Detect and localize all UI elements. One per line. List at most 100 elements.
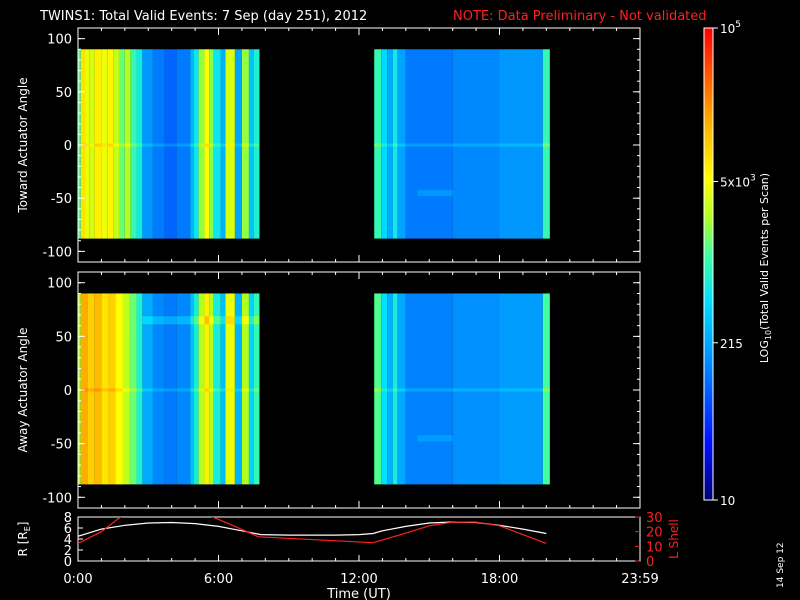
heatmap-feature-band — [417, 189, 453, 196]
heatmap-feature-band — [176, 316, 191, 325]
heatmap-feature-band — [213, 388, 221, 392]
orbit-left-tick-label: 8 — [64, 511, 72, 526]
heatmap-feature-band — [142, 388, 153, 392]
time-tick-label: 23:59 — [621, 572, 658, 587]
orbit-frame — [77, 516, 641, 562]
heatmap-feature-band — [542, 143, 550, 147]
colorbar-tick-base: 10 — [720, 22, 735, 36]
orbit-left-tick-label: 2 — [64, 544, 72, 559]
heatmap-feature-band — [213, 316, 221, 325]
colorbar-tick-label: 10 — [720, 494, 735, 508]
heatmap-feature-band — [85, 143, 90, 147]
time-tick-label: 0:00 — [63, 572, 92, 587]
side-date-label: 14 Sep 12 — [776, 542, 786, 588]
heatmap-feature-band — [225, 388, 235, 392]
y-tick-label: -100 — [42, 491, 72, 506]
heatmap-feature-band — [397, 388, 406, 392]
y-tick-label: -50 — [51, 438, 72, 453]
colorbar-tick-base: 10 — [720, 494, 735, 508]
heatmap-feature-band — [387, 388, 393, 392]
y-tick-label: 100 — [47, 277, 72, 292]
y-tick-label: 0 — [64, 384, 72, 399]
heatmap-feature-band — [241, 388, 249, 392]
axes-layer: 100 50 0 -50 -100 Toward Actuator Angle 100 50 0… — [16, 27, 641, 509]
heatmap-feature-band — [101, 388, 109, 392]
colorbar — [703, 27, 714, 501]
heatmap-feature-band — [142, 143, 153, 147]
heatmap-feature-band — [499, 143, 543, 147]
colorbar-tick-exp: 3 — [750, 174, 756, 184]
colorbar-ticks: 105 5x103 215 10 — [713, 20, 756, 508]
orbit-right-tick-label: 10 — [646, 540, 663, 555]
heatmap-feature-band — [381, 143, 388, 147]
heatmap-feature-band — [213, 143, 221, 147]
heatmap-feature-band — [89, 143, 95, 147]
heatmap-feature-band — [176, 143, 191, 147]
colorbar-tick-label: 105 — [720, 20, 741, 36]
y-tick-label: -50 — [51, 192, 72, 207]
heatmap-feature-band — [94, 143, 102, 147]
heatmap-feature-band — [193, 143, 199, 147]
heatmap-feature-band — [152, 143, 165, 147]
heatmap-feature-band — [225, 143, 235, 147]
y-axis-label: Toward Actuator Angle — [16, 77, 30, 213]
time-tick-label: 18:00 — [481, 572, 518, 587]
y-axis-label: Away Actuator Angle — [16, 327, 30, 452]
heatmap-feature-band — [204, 143, 210, 147]
heatmap-feature-band — [234, 316, 242, 325]
heatmap-feature-band — [129, 388, 137, 392]
heatmap-feature-band — [248, 143, 254, 147]
time-tick-label: 6:00 — [204, 572, 233, 587]
colorbar-tick-base: 215 — [720, 337, 743, 351]
time-tick-label: 12:00 — [340, 572, 377, 587]
colorbar-tick-label: 5x103 — [720, 174, 756, 190]
heatmap-feature-band — [248, 316, 254, 325]
heatmap-feature-band — [122, 388, 130, 392]
preliminary-note: NOTE: Data Preliminary - Not validated — [453, 9, 707, 24]
heatmap-feature-band — [417, 435, 453, 442]
heatmap-feature-band — [198, 316, 205, 325]
heatmap-feature-band — [209, 143, 214, 147]
orbit-right-tick-label: 0 — [646, 555, 654, 570]
heatmap-feature-band — [101, 143, 108, 147]
y-tick-label: 50 — [55, 330, 72, 345]
heatmap-feature-band — [405, 388, 453, 392]
heatmap-feature-band — [253, 143, 260, 147]
heatmap-feature-band — [220, 316, 226, 325]
heatmap-feature-band — [209, 388, 214, 392]
heatmap-feature-band — [124, 143, 131, 147]
time-axis-label: Time (UT) — [326, 587, 391, 600]
y-tick-label: 0 — [64, 139, 72, 154]
heatmap-feature-band — [392, 388, 398, 392]
heatmap-feature-band — [115, 388, 123, 392]
y-tick-label: -100 — [42, 245, 72, 260]
heatmap-feature-band — [198, 143, 205, 147]
radius-series-line — [78, 521, 547, 537]
away-heatmap — [78, 293, 550, 485]
heatmap-feature-band — [209, 316, 214, 325]
heatmap-feature-band — [374, 143, 382, 147]
heatmap-feature-band — [152, 316, 165, 325]
heatmap-feature-band — [220, 388, 226, 392]
orbit-left-tick-label: 4 — [64, 533, 72, 548]
orbit-left-tick-label: 6 — [64, 522, 72, 537]
heatmap-feature-band — [452, 388, 500, 392]
colorbar-label: LOG10(Total Valid Events per Scan) — [758, 173, 773, 363]
colorbar-label-suffix: (Total Valid Events per Scan) — [758, 173, 771, 330]
heatmap-feature-band — [204, 388, 210, 392]
heatmap-feature-band — [193, 316, 199, 325]
radius-axis-label-end: ] — [16, 522, 30, 527]
y-tick-label: 50 — [55, 86, 72, 101]
colorbar-tick-label: 215 — [720, 337, 743, 351]
heatmap-feature-band — [225, 316, 235, 325]
heatmap-feature-band — [190, 143, 194, 147]
heatmap-feature-band — [405, 143, 453, 147]
heatmap-feature-band — [253, 316, 260, 325]
figure-title: TWINS1: Total Valid Events: 7 Sep (day 2… — [39, 9, 367, 24]
heatmap-feature-band — [152, 388, 165, 392]
colorbar-label-sub: 10 — [764, 330, 773, 340]
heatmap-feature-band — [452, 143, 500, 147]
